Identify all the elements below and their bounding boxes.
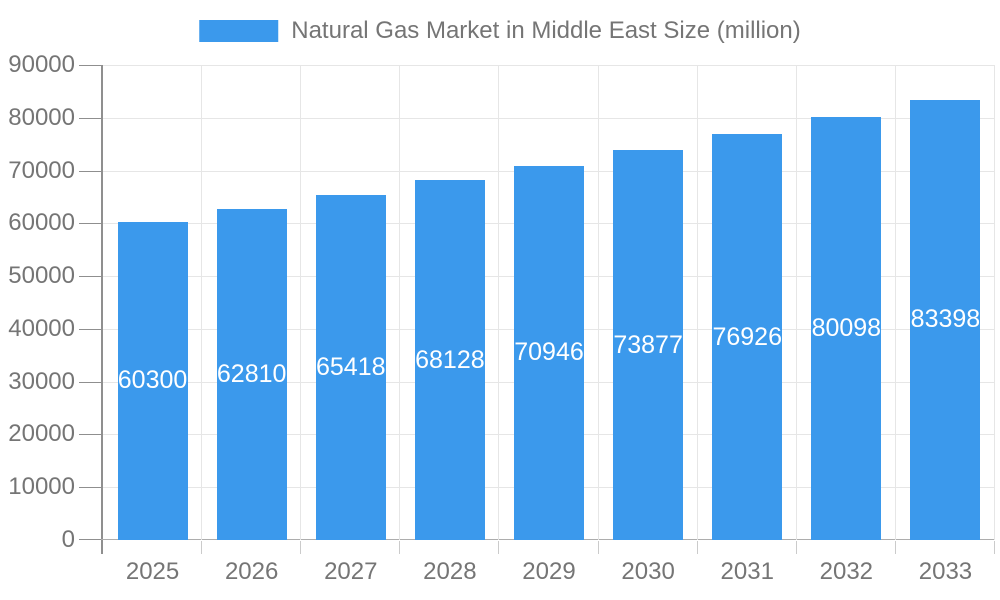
x-axis-label: 2027 xyxy=(324,558,378,585)
x-axis-tick xyxy=(498,541,499,554)
bar[interactable]: 73877 xyxy=(613,150,684,540)
chart-legend[interactable]: Natural Gas Market in Middle East Size (… xyxy=(199,17,801,45)
bar-value-label: 76926 xyxy=(712,322,782,351)
bar[interactable]: 70946 xyxy=(514,165,584,540)
y-axis-tick xyxy=(79,117,101,119)
y-axis-tick xyxy=(79,539,101,540)
y-axis-label: 80000 xyxy=(8,103,75,131)
gridline-h xyxy=(103,65,995,66)
y-axis-tick xyxy=(79,65,101,66)
x-axis-tick xyxy=(300,541,301,554)
gridline-v xyxy=(796,65,797,540)
plot-area: 0 10000 20000 30000 40000 50000 60000 70000 8000… xyxy=(8,53,995,585)
bar[interactable]: 76926 xyxy=(712,134,783,540)
bar[interactable]: 62810 xyxy=(216,208,287,540)
y-axis-label: 70000 xyxy=(8,156,75,184)
x-axis-label: 2029 xyxy=(522,558,576,585)
x-axis-label: 2030 xyxy=(621,558,675,585)
bar[interactable]: 83398 xyxy=(910,99,981,540)
gridline-v xyxy=(300,65,301,540)
x-axis-label: 2032 xyxy=(819,558,874,585)
y-axis-tick xyxy=(79,328,101,330)
y-axis-tick xyxy=(79,276,101,278)
y-axis-label: 0 xyxy=(61,526,75,553)
x-axis-tick xyxy=(201,541,202,554)
y-axis-label: 90000 xyxy=(8,51,75,78)
x-axis-label: 2031 xyxy=(720,558,774,585)
x-axis-label: 2025 xyxy=(125,558,180,585)
x-axis-tick xyxy=(697,541,698,554)
x-axis-tick xyxy=(994,541,995,554)
gridline-v xyxy=(498,65,499,540)
bar-value-label: 65418 xyxy=(316,352,386,381)
legend-label: Natural Gas Market in Middle East Size (… xyxy=(291,17,801,44)
gridline-h xyxy=(103,117,995,119)
y-axis-label: 60000 xyxy=(8,209,75,237)
bar-value-label: 68128 xyxy=(415,345,485,374)
bar-value-label: 83398 xyxy=(910,305,981,334)
bar[interactable]: 65418 xyxy=(315,194,386,540)
y-axis-tick xyxy=(79,381,101,383)
legend-swatch xyxy=(199,20,279,42)
gridline-v xyxy=(201,65,202,540)
x-axis-label: 2028 xyxy=(423,558,477,585)
bar-value-label: 62810 xyxy=(216,359,287,388)
y-axis-line-extension xyxy=(101,540,103,554)
y-axis-tick xyxy=(79,170,101,172)
y-axis-label: 10000 xyxy=(8,473,75,501)
x-axis-label: 2026 xyxy=(224,558,279,585)
gridline-v xyxy=(399,65,400,540)
y-axis-tick xyxy=(79,223,101,225)
bar[interactable]: 60300 xyxy=(117,221,188,540)
gridline-v xyxy=(697,65,698,540)
bar-value-label: 70946 xyxy=(514,338,584,367)
y-axis-label: 20000 xyxy=(8,420,75,448)
gridline-v xyxy=(895,65,896,540)
bar[interactable]: 80098 xyxy=(811,117,882,540)
x-axis-tick xyxy=(796,541,797,554)
bar[interactable]: 68128 xyxy=(414,180,485,540)
x-axis-tick xyxy=(598,541,599,554)
bar-value-label: 80098 xyxy=(811,314,882,343)
y-axis-tick xyxy=(79,487,101,489)
y-axis-label: 30000 xyxy=(8,367,75,395)
y-axis-tick xyxy=(79,434,101,436)
x-axis-label: 2033 xyxy=(918,558,973,585)
y-axis-label: 50000 xyxy=(8,262,75,290)
x-axis-tick xyxy=(895,541,896,554)
gridline-v xyxy=(598,65,599,540)
x-axis-tick xyxy=(399,541,400,554)
bar-value-label: 73877 xyxy=(613,330,683,359)
bar-value-label: 60300 xyxy=(117,366,188,395)
y-axis-label: 40000 xyxy=(8,314,75,342)
gridline-v xyxy=(994,65,995,540)
